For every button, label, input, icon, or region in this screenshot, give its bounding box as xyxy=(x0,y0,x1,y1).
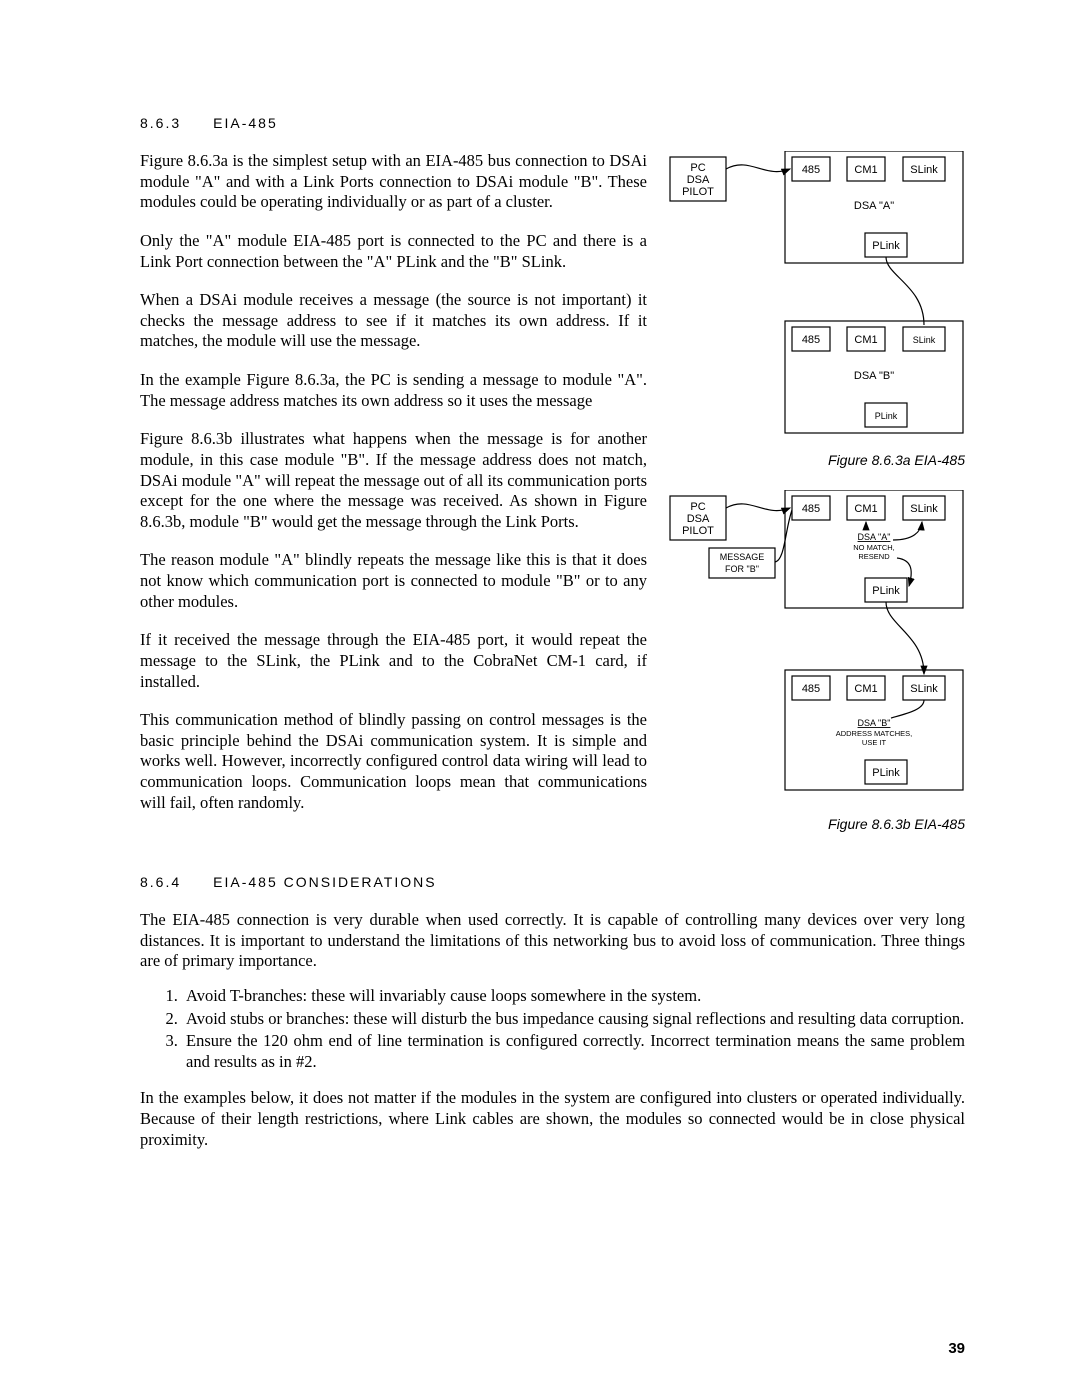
svg-text:485: 485 xyxy=(802,164,820,176)
figure-863b-diagram: PC DSA PILOT MESSAGE FOR "B" 485 CM1 SLi… xyxy=(665,490,965,810)
svg-text:485: 485 xyxy=(802,683,820,695)
paragraph: Only the "A" module EIA-485 port is conn… xyxy=(140,231,647,272)
svg-text:485: 485 xyxy=(802,334,820,346)
section-title: EIA-485 xyxy=(213,115,278,131)
paragraph: In the examples below, it does not matte… xyxy=(140,1088,965,1150)
section-number: 8.6.3 xyxy=(140,115,181,131)
svg-text:SLink: SLink xyxy=(910,164,938,176)
svg-text:MESSAGE: MESSAGE xyxy=(720,552,765,562)
paragraph: In the example Figure 8.6.3a, the PC is … xyxy=(140,370,647,411)
paragraph: This communication method of blindly pas… xyxy=(140,710,647,813)
paragraph: The EIA-485 connection is very durable w… xyxy=(140,910,965,972)
body-text-column: Figure 8.6.3a is the simplest setup with… xyxy=(140,151,647,854)
paragraph: When a DSAi module receives a message (t… xyxy=(140,290,647,352)
svg-text:PC: PC xyxy=(690,501,705,513)
svg-text:FOR "B": FOR "B" xyxy=(725,564,759,574)
svg-text:DSA "A": DSA "A" xyxy=(858,532,891,542)
svg-text:CM1: CM1 xyxy=(854,683,877,695)
svg-text:SLink: SLink xyxy=(913,335,936,345)
figure-863a-diagram: PC DSA PILOT 485 CM1 SLink DSA "A" PLink… xyxy=(665,151,965,446)
section-heading-863: 8.6.3 EIA-485 xyxy=(140,115,965,133)
figure-caption: Figure 8.6.3a EIA-485 xyxy=(665,452,965,468)
paragraph: Figure 8.6.3b illustrates what happens w… xyxy=(140,429,647,532)
paragraph: Figure 8.6.3a is the simplest setup with… xyxy=(140,151,647,213)
two-column-layout: Figure 8.6.3a is the simplest setup with… xyxy=(140,151,965,854)
svg-text:PILOT: PILOT xyxy=(682,186,714,198)
svg-text:DSA "A": DSA "A" xyxy=(854,200,894,212)
list-item: Avoid stubs or branches: these will dist… xyxy=(182,1009,965,1030)
svg-text:NO MATCH,: NO MATCH, xyxy=(853,543,895,552)
svg-text:DSA "B": DSA "B" xyxy=(858,718,891,728)
svg-text:CM1: CM1 xyxy=(854,503,877,515)
svg-text:CM1: CM1 xyxy=(854,334,877,346)
svg-text:PC: PC xyxy=(690,162,705,174)
svg-text:DSA: DSA xyxy=(687,174,710,186)
svg-text:RESEND: RESEND xyxy=(858,552,890,561)
paragraph: The reason module "A" blindly repeats th… xyxy=(140,550,647,612)
svg-text:PILOT: PILOT xyxy=(682,525,714,537)
section-number: 8.6.4 xyxy=(140,874,181,890)
svg-text:ADDRESS MATCHES,: ADDRESS MATCHES, xyxy=(836,729,913,738)
section-heading-864: 8.6.4 EIA-485 CONSIDERATIONS xyxy=(140,874,965,892)
svg-text:PLink: PLink xyxy=(872,240,900,252)
svg-text:DSA "B": DSA "B" xyxy=(854,370,894,382)
list-item: Ensure the 120 ohm end of line terminati… xyxy=(182,1031,965,1072)
body-text-full: The EIA-485 connection is very durable w… xyxy=(140,910,965,972)
svg-text:DSA: DSA xyxy=(687,513,710,525)
svg-text:SLink: SLink xyxy=(910,683,938,695)
svg-text:PLink: PLink xyxy=(872,767,900,779)
section-title: EIA-485 CONSIDERATIONS xyxy=(213,874,436,890)
figure-caption: Figure 8.6.3b EIA-485 xyxy=(665,816,965,832)
considerations-list: Avoid T-branches: these will invariably … xyxy=(182,986,965,1073)
list-item: Avoid T-branches: these will invariably … xyxy=(182,986,965,1007)
svg-text:485: 485 xyxy=(802,503,820,515)
body-text-full: In the examples below, it does not matte… xyxy=(140,1088,965,1150)
svg-text:PLink: PLink xyxy=(875,411,898,421)
svg-text:SLink: SLink xyxy=(910,503,938,515)
svg-text:PLink: PLink xyxy=(872,585,900,597)
paragraph: If it received the message through the E… xyxy=(140,630,647,692)
svg-text:CM1: CM1 xyxy=(854,164,877,176)
page-number: 39 xyxy=(948,1340,965,1357)
figure-column: PC DSA PILOT 485 CM1 SLink DSA "A" PLink… xyxy=(665,151,965,854)
svg-text:USE IT: USE IT xyxy=(862,738,887,747)
